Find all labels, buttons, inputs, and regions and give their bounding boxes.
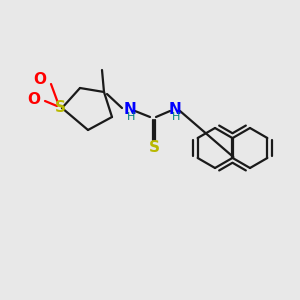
Text: N: N [169, 101, 182, 116]
Text: S: S [148, 140, 160, 154]
Text: O: O [34, 73, 46, 88]
Text: H: H [127, 112, 135, 122]
Text: N: N [124, 101, 136, 116]
Text: H: H [172, 112, 180, 122]
Text: S: S [55, 100, 65, 115]
Text: O: O [28, 92, 40, 107]
